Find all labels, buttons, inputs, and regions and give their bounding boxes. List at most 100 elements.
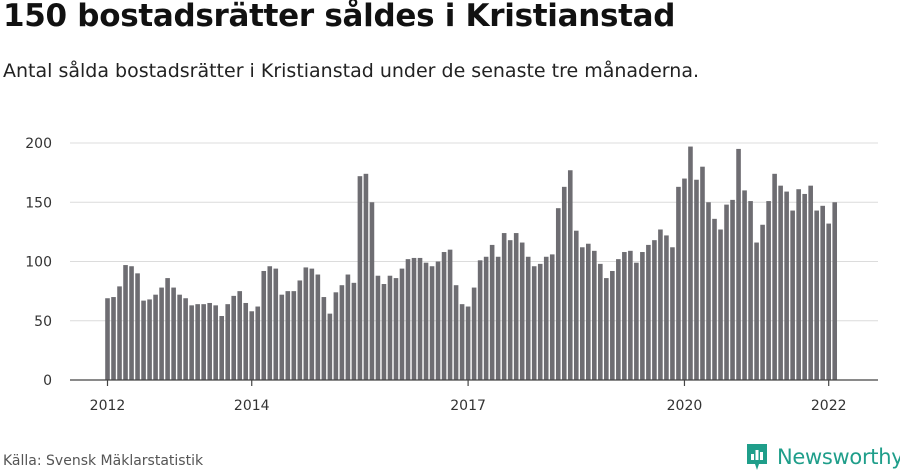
bar — [363, 173, 369, 380]
bar — [790, 210, 795, 380]
bar — [706, 202, 711, 380]
bar — [754, 242, 759, 380]
bar — [405, 259, 411, 380]
bar — [682, 178, 687, 380]
bar — [802, 193, 807, 380]
bar — [489, 244, 495, 380]
highlight-value-label: 150 — [825, 0, 856, 4]
bar — [730, 199, 735, 380]
y-tick-label: 50 — [34, 314, 52, 330]
bar — [315, 274, 321, 380]
bar — [495, 256, 501, 380]
bar — [573, 230, 579, 380]
source-note: Källa: Svensk Mäklarstatistik — [3, 453, 204, 469]
bar — [652, 240, 657, 380]
bar — [309, 268, 315, 380]
x-axis: 2012 2014 2017 2020 2022 — [90, 380, 847, 414]
bar — [736, 148, 741, 380]
bar — [117, 286, 122, 380]
bar — [369, 202, 375, 380]
bar — [567, 170, 573, 380]
bar — [483, 256, 489, 380]
bar — [784, 191, 789, 380]
bar — [105, 298, 110, 380]
bar — [820, 205, 825, 380]
bar — [501, 233, 507, 380]
y-tick-label: 200 — [25, 136, 52, 152]
bar — [555, 208, 561, 380]
bar — [417, 257, 423, 380]
bar — [537, 263, 543, 380]
bar — [213, 305, 218, 380]
y-tick-label: 150 — [25, 195, 52, 211]
bar — [207, 302, 212, 380]
bar — [447, 249, 453, 380]
bar — [249, 311, 255, 380]
bar — [598, 263, 603, 380]
bar — [604, 278, 609, 380]
bar — [724, 204, 729, 380]
x-tick-label: 2017 — [450, 398, 486, 414]
bar — [525, 256, 531, 380]
bar — [459, 304, 465, 380]
bar — [772, 173, 777, 380]
bar — [435, 261, 441, 380]
y-tick-label: 100 — [25, 255, 52, 271]
bar — [664, 235, 669, 380]
bar — [393, 278, 399, 380]
bar — [610, 270, 615, 380]
bar — [808, 185, 813, 380]
bar — [712, 218, 717, 380]
bar — [237, 291, 243, 381]
bar — [592, 250, 597, 380]
bar — [742, 190, 747, 380]
bar — [441, 252, 447, 380]
bar — [387, 275, 393, 380]
bar — [549, 254, 555, 380]
bar — [429, 266, 435, 380]
bar — [465, 306, 471, 380]
bar — [171, 287, 176, 380]
bar — [375, 275, 381, 380]
bar — [411, 257, 417, 380]
bar — [267, 266, 273, 380]
bar — [622, 252, 627, 380]
bar — [586, 243, 591, 380]
bar — [273, 268, 279, 380]
bar — [225, 304, 230, 380]
bar — [519, 242, 525, 380]
bar — [153, 294, 158, 380]
bar — [531, 266, 537, 380]
bar — [243, 302, 249, 380]
x-tick-label: 2022 — [811, 398, 847, 414]
bar — [700, 166, 705, 380]
bar — [399, 268, 405, 380]
bar — [195, 304, 200, 380]
bar — [766, 201, 771, 380]
bar — [219, 316, 224, 380]
y-tick-label: 0 — [43, 373, 52, 389]
bar — [159, 287, 164, 380]
bar — [646, 244, 651, 380]
bar — [688, 146, 693, 380]
bar — [333, 292, 339, 380]
newsworthy-logo-icon — [747, 444, 767, 470]
bar — [339, 285, 345, 380]
bar — [261, 270, 267, 380]
bar — [796, 189, 801, 380]
bars — [105, 146, 838, 381]
bar — [165, 278, 170, 380]
bar — [628, 250, 633, 380]
bar-chart: 0 50 100 150 200 2012 2014 2017 2020 2022 150 — [25, 0, 878, 414]
bar — [345, 274, 351, 380]
bar — [477, 260, 483, 380]
bar — [543, 256, 549, 380]
newsworthy-brand[interactable]: Newsworthy — [745, 441, 900, 473]
bar — [616, 259, 621, 380]
bar — [832, 202, 838, 380]
bar — [748, 201, 753, 380]
bar — [634, 262, 639, 380]
y-axis: 0 50 100 150 200 — [25, 136, 52, 389]
bar — [357, 176, 363, 380]
bar — [129, 266, 134, 380]
